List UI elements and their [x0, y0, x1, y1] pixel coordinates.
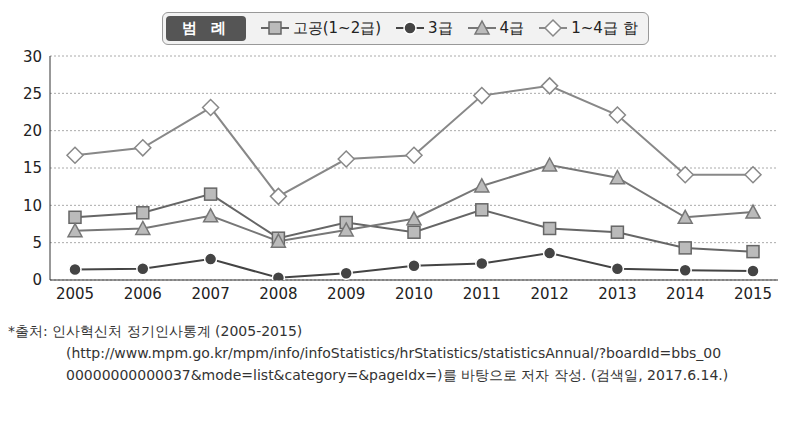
svg-text:2012: 2012 — [531, 285, 569, 303]
svg-text:2008: 2008 — [259, 285, 297, 303]
svg-text:2015: 2015 — [734, 285, 772, 303]
svg-text:2006: 2006 — [124, 285, 162, 303]
svg-text:0: 0 — [32, 271, 42, 289]
svg-text:2009: 2009 — [327, 285, 365, 303]
svg-text:10: 10 — [23, 197, 42, 215]
svg-text:2011: 2011 — [463, 285, 501, 303]
svg-text:15: 15 — [23, 159, 42, 177]
svg-text:2005: 2005 — [56, 285, 94, 303]
html-text:범 례: 범 례 — [182, 18, 230, 37]
html-text:3급: 3급 — [428, 18, 453, 37]
html-text:00000000000037&mode=list&categ: 00000000000037&mode=list&category=&pageI… — [66, 367, 729, 383]
html-text:*출처: 인사혁신처 정기인사통계 (2005-2015): *출처: 인사혁신처 정기인사통계 (2005-2015) — [8, 323, 303, 339]
html-text:(http://www.mpm.go.kr/mpm/info: (http://www.mpm.go.kr/mpm/info/infoStati… — [66, 345, 722, 361]
html-text:고공(1~2급): 고공(1~2급) — [292, 18, 381, 37]
html-text:1~4급 합: 1~4급 합 — [571, 18, 638, 37]
svg-text:2013: 2013 — [598, 285, 636, 303]
svg-text:5: 5 — [32, 234, 42, 252]
svg-text:2010: 2010 — [395, 285, 433, 303]
svg-text:25: 25 — [23, 85, 42, 103]
svg-text:20: 20 — [23, 122, 42, 140]
svg-text:2014: 2014 — [666, 285, 704, 303]
html-text:4급: 4급 — [499, 18, 525, 37]
svg-text:30: 30 — [23, 48, 42, 66]
svg-text:2007: 2007 — [192, 285, 230, 303]
